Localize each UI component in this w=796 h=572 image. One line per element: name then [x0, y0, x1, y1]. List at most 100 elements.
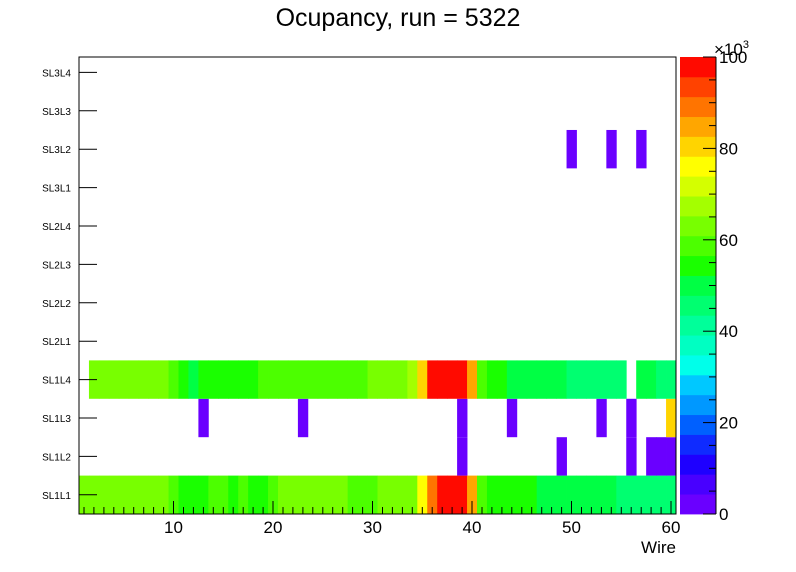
heatmap-cell-SL1L1-wire-5 [118, 475, 130, 514]
heatmap-cell-SL1L4-wire-41 [477, 360, 488, 399]
heatmap-cells [79, 129, 677, 514]
color-scale-band-1 [680, 474, 716, 495]
heatmap-cell-SL1L4-wire-57 [636, 360, 647, 399]
heatmap-cell-SL1L4-wire-8 [148, 360, 159, 399]
heatmap-cell-SL1L1-wire-9 [158, 475, 169, 514]
heatmap-cell-SL1L1-wire-23 [297, 475, 309, 514]
heatmap-cell-SL1L4-wire-39 [457, 360, 468, 399]
heatmap-cell-SL1L1-wire-15 [218, 475, 229, 514]
x-axis-label: Wire [641, 538, 676, 557]
heatmap-cell-SL1L4-wire-17 [238, 360, 249, 399]
y-tick-label-SL1L3: SL1L3 [42, 414, 71, 425]
heatmap-cell-SL1L4-wire-13 [198, 360, 209, 399]
color-scale-band-8 [680, 335, 716, 356]
heatmap-cell-SL1L1-wire-35 [417, 475, 428, 514]
heatmap-cell-SL1L1-wire-39 [457, 475, 468, 514]
heatmap-cell-SL1L1-wire-33 [397, 475, 408, 514]
heatmap-cell-SL1L1-wire-8 [148, 475, 159, 514]
heatmap-cell-SL1L1-wire-36 [427, 475, 438, 514]
heatmap-cell-SL1L4-wire-44 [506, 360, 518, 399]
heatmap-cell-SL1L4-wire-42 [486, 360, 498, 399]
heatmap-cell-SL1L4-wire-25 [317, 360, 329, 399]
heatmap-cell-SL1L4-wire-6 [128, 360, 140, 399]
heatmap-cell-SL1L4-wire-58 [646, 360, 657, 399]
heatmap-cell-SL1L4-wire-26 [327, 360, 339, 399]
heatmap-cell-SL1L1-wire-42 [486, 475, 498, 514]
heatmap-cell-SL1L4-wire-21 [278, 360, 289, 399]
x-tick-label-60: 60 [662, 518, 681, 537]
heatmap-cell-SL1L4-wire-27 [337, 360, 349, 399]
heatmap-cell-SL3L2-wire-54 [606, 129, 617, 169]
y-axis: SL1L1 SL1L2 SL1L3 SL1L4 SL2L1 SL2L2 SL2L3 SL2L4… [42, 68, 97, 502]
z-tick-label-40: 40 [719, 322, 738, 341]
color-scale-band-17 [680, 156, 716, 177]
heatmap-cell-SL1L2-wire-49 [556, 437, 567, 476]
color-scale-band-20 [680, 96, 716, 118]
heatmap-cell-SL1L1-wire-58 [646, 475, 657, 514]
heatmap-cell-SL1L1-wire-22 [287, 475, 299, 514]
color-scale-band-11 [680, 275, 716, 296]
y-tick-label-SL3L1: SL3L1 [42, 184, 71, 195]
color-scale-band-22 [680, 57, 716, 78]
heatmap-cell-SL1L1-wire-57 [636, 475, 647, 514]
heatmap-cell-SL1L2-wire-59 [656, 437, 667, 476]
heatmap-cell-SL1L4-wire-5 [118, 360, 130, 399]
heatmap-cell-SL1L1-wire-55 [616, 475, 627, 514]
heatmap-cell-SL1L1-wire-10 [168, 475, 179, 514]
heatmap-cell-SL1L1-wire-38 [447, 475, 458, 514]
heatmap-cell-SL1L1-wire-11 [178, 475, 189, 514]
heatmap-cell-SL1L1-wire-24 [307, 475, 319, 514]
x-tick-label-20: 20 [264, 518, 283, 537]
color-scale-multiplier: ×103 [714, 39, 749, 59]
z-tick-label-60: 60 [719, 231, 738, 250]
heatmap-cell-SL1L4-wire-9 [158, 360, 169, 399]
heatmap-cell-SL1L4-wire-38 [447, 360, 458, 399]
heatmap-cell-SL1L1-wire-12 [188, 475, 199, 514]
color-scale-band-4 [680, 414, 716, 435]
heatmap-cell-SL1L1-wire-46 [526, 475, 538, 514]
heatmap-cell-SL1L1-wire-44 [506, 475, 518, 514]
color-scale-band-12 [680, 255, 716, 276]
y-tick-label-SL3L4: SL3L4 [42, 68, 71, 79]
heatmap-cell-SL1L4-wire-28 [347, 360, 358, 399]
heatmap-cell-SL1L1-wire-41 [477, 475, 488, 514]
heatmap-cell-SL1L2-wire-58 [646, 437, 657, 476]
heatmap-cell-SL1L4-wire-18 [248, 360, 259, 399]
color-scale-band-14 [680, 215, 716, 237]
heatmap-cell-SL1L1-wire-18 [248, 475, 259, 514]
y-tick-label-SL1L1: SL1L1 [42, 491, 71, 502]
heatmap-cell-SL1L4-wire-40 [467, 360, 478, 399]
color-scale-band-7 [680, 355, 716, 376]
heatmap-cell-SL1L4-wire-60 [666, 360, 677, 399]
heatmap-cell-SL1L1-wire-16 [228, 475, 239, 514]
heatmap-cell-SL1L4-wire-10 [168, 360, 179, 399]
heatmap-cell-SL1L1-wire-37 [437, 475, 448, 514]
x-tick-label-40: 40 [463, 518, 482, 537]
heatmap-cell-SL3L2-wire-57 [636, 129, 647, 169]
heatmap-cell-SL1L1-wire-54 [606, 475, 617, 514]
color-scale-band-18 [680, 136, 716, 157]
heatmap-cell-SL1L4-wire-33 [397, 360, 408, 399]
heatmap-cell-SL1L1-wire-48 [546, 475, 557, 514]
y-tick-label-SL2L3: SL2L3 [42, 260, 71, 271]
chart-title: Ocupancy, run = 5322 [275, 4, 521, 32]
heatmap-cell-SL1L4-wire-30 [367, 360, 378, 399]
color-scale-band-21 [680, 76, 716, 98]
heatmap-cell-SL1L4-wire-50 [566, 360, 577, 399]
heatmap-cell-SL1L1-wire-45 [516, 475, 528, 514]
x-tick-label-10: 10 [164, 518, 183, 537]
heatmap-cell-SL1L2-wire-56 [626, 437, 637, 476]
color-scale-band-6 [680, 374, 716, 396]
heatmap-cell-SL1L4-wire-34 [407, 360, 418, 399]
heatmap-cell-SL1L1-wire-50 [566, 475, 577, 514]
heatmap-cell-SL1L4-wire-46 [526, 360, 538, 399]
heatmap-cell-SL1L4-wire-36 [427, 360, 438, 399]
color-scale-band-15 [680, 196, 716, 217]
heatmap-cell-SL1L4-wire-20 [268, 360, 279, 399]
heatmap-cell-SL1L4-wire-15 [218, 360, 229, 399]
color-scale: 0 20 40 60 80 100 [680, 48, 747, 524]
heatmap-cell-SL1L3-wire-60 [666, 398, 677, 438]
heatmap-cell-SL1L4-wire-14 [208, 360, 219, 399]
z-tick-label-0: 0 [719, 505, 728, 524]
